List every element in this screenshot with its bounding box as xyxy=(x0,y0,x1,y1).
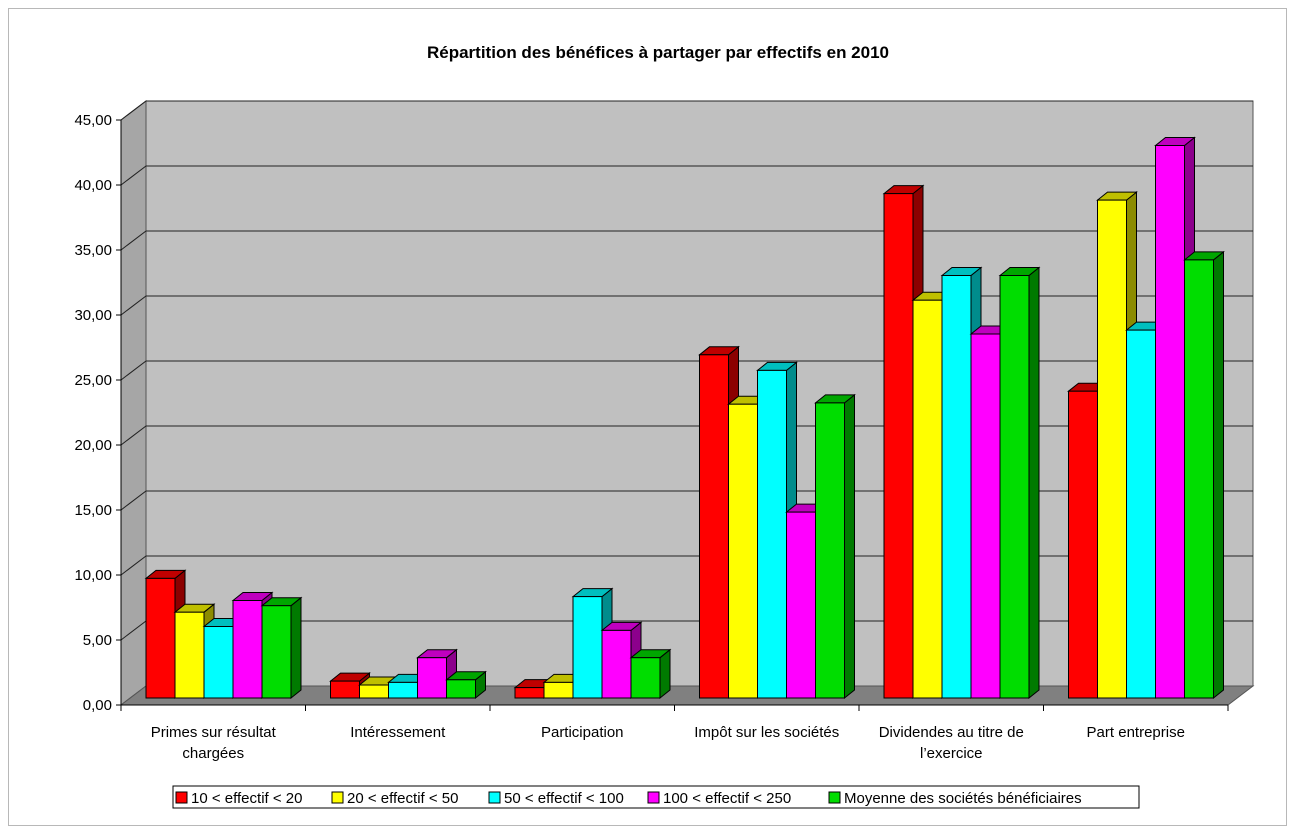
bar-front xyxy=(815,402,845,699)
y-tick-label: 20,00 xyxy=(74,437,112,454)
legend-entry: 100 < effectif < 250 xyxy=(663,790,791,807)
chart-title: Répartition des bénéfices à partager par… xyxy=(427,43,889,62)
legend-entry: 10 < effectif < 20 xyxy=(191,790,302,807)
bar-front xyxy=(446,679,476,699)
y-tick-label: 5,00 xyxy=(83,632,112,649)
y-tick-label: 15,00 xyxy=(74,502,112,519)
bar xyxy=(998,266,1041,700)
bar-front xyxy=(757,369,787,699)
x-category-label: Part entreprise xyxy=(1087,724,1185,741)
y-tick-label: 40,00 xyxy=(74,177,112,194)
bar-front xyxy=(261,605,292,699)
bar-front xyxy=(912,299,943,699)
y-tick-label: 30,00 xyxy=(74,307,112,324)
x-category-label: Dividendes au titre de l’exercice xyxy=(879,724,1024,762)
bar-front xyxy=(883,193,914,699)
bar-front xyxy=(970,333,1001,699)
bar-front xyxy=(999,275,1030,699)
legend-entry: 20 < effectif < 50 xyxy=(347,790,458,807)
y-tick-label: 10,00 xyxy=(74,567,112,584)
x-category-label: Impôt sur les sociétés xyxy=(694,724,839,741)
bar-front xyxy=(417,657,447,699)
y-tick-label: 45,00 xyxy=(74,112,112,129)
bar-side xyxy=(1028,266,1040,700)
bar xyxy=(445,670,487,700)
bar-front xyxy=(1126,329,1156,699)
bar-side xyxy=(844,393,855,700)
bar-front xyxy=(630,657,661,699)
bar-front xyxy=(232,600,263,699)
legend-swatch xyxy=(828,791,841,804)
bar-front xyxy=(145,577,176,699)
bar-front xyxy=(330,680,360,699)
bar-front xyxy=(728,403,758,699)
bar xyxy=(260,596,303,700)
bar-front xyxy=(572,596,603,699)
x-category-label: Participation xyxy=(541,724,624,741)
bar-front xyxy=(203,626,234,699)
bar-front xyxy=(1184,259,1214,699)
bar-front xyxy=(543,681,574,699)
x-category-label: Primes sur résultat chargées xyxy=(151,724,277,762)
bar-front xyxy=(388,681,418,699)
bar xyxy=(629,648,672,700)
bar-front xyxy=(514,687,545,699)
legend-swatch xyxy=(175,791,188,804)
gridline xyxy=(120,100,1253,121)
bar-front xyxy=(1068,390,1098,699)
x-category-label: Intéressement xyxy=(350,724,446,741)
y-tick-label: 25,00 xyxy=(74,372,112,389)
legend: 10 < effectif < 20 20 < effectif < 50 50 <… xyxy=(172,785,1140,809)
y-tick-label: 0,00 xyxy=(83,697,112,714)
bar-front xyxy=(1097,199,1127,699)
legend-swatch xyxy=(647,791,660,804)
legend-entry: Moyenne des sociétés bénéficiaires xyxy=(844,790,1082,807)
bar xyxy=(1183,250,1225,700)
side-wall xyxy=(120,99,147,707)
bar-front xyxy=(1155,145,1185,699)
legend-swatch xyxy=(331,791,344,804)
bar-front xyxy=(359,684,389,699)
bar-side xyxy=(1213,250,1224,700)
legend-swatch xyxy=(488,791,501,804)
bar-front xyxy=(941,275,972,699)
legend-entry: 50 < effectif < 100 xyxy=(504,790,624,807)
gridline xyxy=(120,165,1253,186)
bar-front xyxy=(174,611,205,699)
y-tick-label: 35,00 xyxy=(74,242,112,259)
bar-side xyxy=(290,596,302,700)
bar xyxy=(814,393,856,700)
bar-front xyxy=(786,511,816,699)
bar-front xyxy=(601,629,632,699)
bar-front xyxy=(699,354,729,699)
